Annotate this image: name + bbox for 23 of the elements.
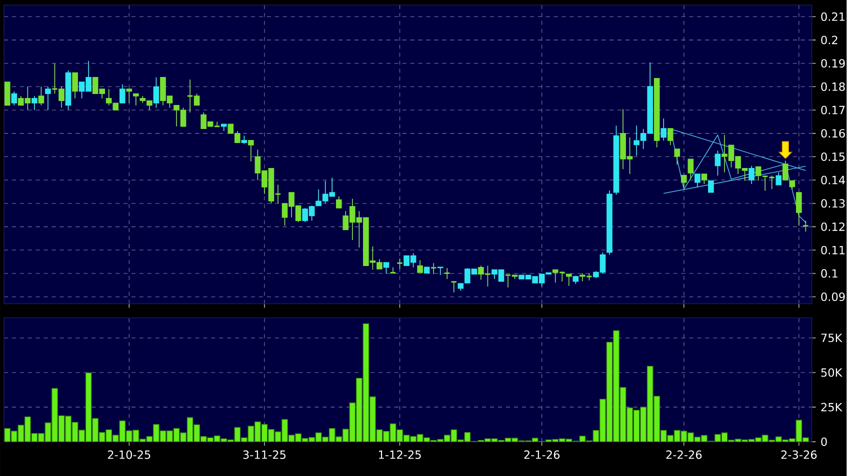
y-tick-label: 0.21 bbox=[821, 12, 845, 21]
x-tick-label: 1-12-25 bbox=[378, 450, 421, 459]
y-tick-label: 50K bbox=[821, 368, 842, 377]
x-tick-label: 3-11-25 bbox=[243, 450, 286, 459]
y-tick-label: 75K bbox=[821, 334, 842, 342]
y-tick-label: 25K bbox=[821, 402, 842, 412]
y-tick-label: 0.12 bbox=[821, 222, 844, 231]
y-tick-label: 0.09 bbox=[821, 292, 845, 302]
y-tick-label: 0.13 bbox=[821, 199, 845, 208]
x-tick-label: 2-2-26 bbox=[666, 450, 702, 459]
x-tick-label: 2-10-25 bbox=[108, 450, 150, 459]
y-tick-label: 0.1 bbox=[821, 269, 838, 278]
y-tick-label: 0.11 bbox=[821, 246, 845, 254]
y-tick-label: 0.17 bbox=[821, 106, 845, 114]
y-tick-label: 0.19 bbox=[821, 59, 845, 68]
y-tick-label: 0.2 bbox=[821, 36, 838, 44]
y-tick-label: 0.18 bbox=[821, 82, 845, 91]
y-tick-label: 0.14 bbox=[821, 176, 845, 184]
y-tick-label: 0.15 bbox=[821, 152, 845, 161]
x-tick-label: 2-3-26 bbox=[781, 450, 817, 459]
x-tick-label: 2-1-26 bbox=[524, 450, 560, 459]
y-tick-label: 0.16 bbox=[821, 129, 845, 138]
y-tick-label: 0 bbox=[821, 437, 827, 446]
